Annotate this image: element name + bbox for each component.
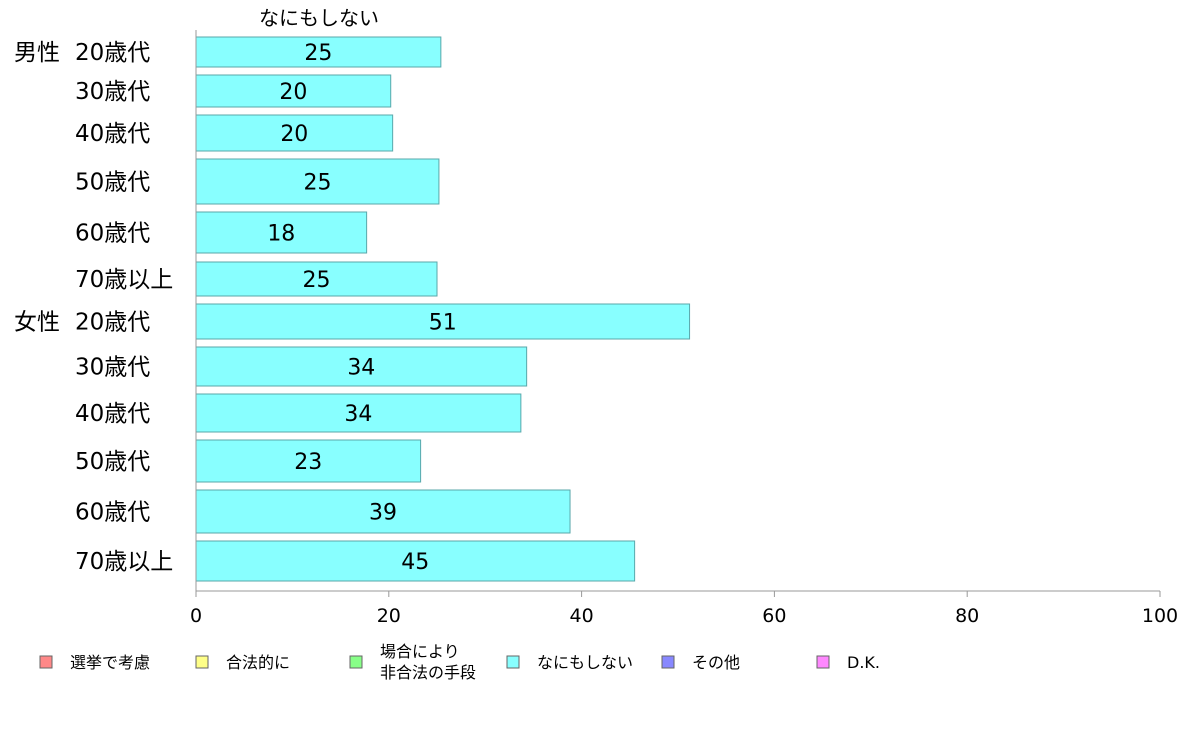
data-label-1: 25 bbox=[304, 41, 332, 66]
x-tick-label-60: 60 bbox=[762, 605, 786, 627]
x-tick-label-100: 100 bbox=[1142, 605, 1178, 627]
legend-swatch-2 bbox=[195, 655, 209, 669]
legend-swatch-3 bbox=[349, 655, 363, 669]
category-label-11: 60歳代 bbox=[75, 500, 150, 526]
category-label-12: 70歳以上 bbox=[75, 549, 173, 575]
category-label-6: 70歳以上 bbox=[75, 267, 173, 293]
category-label-3: 40歳代 bbox=[75, 121, 150, 147]
bar-12 bbox=[195, 540, 636, 582]
category-label-1: 20歳代 bbox=[75, 40, 150, 66]
data-label-3: 20 bbox=[280, 122, 308, 147]
legend-label-1: 選挙で考慮 bbox=[70, 653, 150, 672]
bar-7 bbox=[195, 303, 691, 340]
bar-10 bbox=[195, 439, 422, 483]
legend-swatch-4 bbox=[506, 655, 520, 669]
category-label-7: 20歳代 bbox=[75, 310, 150, 336]
legend-swatch-6 bbox=[816, 655, 830, 669]
x-tick-label-80: 80 bbox=[955, 605, 979, 627]
data-label-12: 45 bbox=[401, 550, 429, 575]
x-tick-label-20: 20 bbox=[377, 605, 401, 627]
group-label-2: 女性 bbox=[14, 310, 60, 336]
legend-label-2: 合法的に bbox=[226, 653, 290, 672]
x-axis: 0 20 40 60 80 100 bbox=[190, 30, 1178, 627]
category-label-4: 50歳代 bbox=[75, 170, 150, 196]
legend-swatch-1 bbox=[39, 655, 53, 669]
category-label-2: 30歳代 bbox=[75, 79, 150, 105]
bar-11 bbox=[195, 489, 571, 534]
legend-label-4: なにもしない bbox=[537, 653, 633, 672]
bar-4 bbox=[195, 158, 440, 205]
column-header: なにもしない bbox=[259, 6, 379, 30]
data-label-4: 25 bbox=[303, 171, 331, 196]
legend: 選挙で考慮 合法的に 場合により非合法の手段 なにもしない その他 D.K. bbox=[39, 642, 880, 682]
group-label-1: 男性 bbox=[14, 40, 60, 66]
bar-2 bbox=[195, 74, 392, 108]
category-label-8: 30歳代 bbox=[75, 355, 150, 381]
legend-label-5: その他 bbox=[692, 653, 740, 672]
legend-label-3: 場合により非合法の手段 bbox=[380, 642, 476, 682]
x-tick-label-40: 40 bbox=[570, 605, 594, 627]
legend-label-6: D.K. bbox=[847, 653, 880, 672]
data-label-11: 39 bbox=[369, 501, 397, 526]
data-label-5: 18 bbox=[267, 222, 295, 247]
data-label-7: 51 bbox=[429, 311, 457, 336]
legend-swatch-5 bbox=[661, 655, 675, 669]
category-label-10: 50歳代 bbox=[75, 449, 150, 475]
data-label-2: 20 bbox=[279, 80, 307, 105]
category-label-9: 40歳代 bbox=[75, 401, 150, 427]
bar-3 bbox=[195, 114, 394, 152]
bars-group: 25 20歳代 20 30歳代 20 40歳代 25 50歳代 18 60歳代 25 70歳以上 51 2… bbox=[75, 36, 691, 582]
data-label-10: 23 bbox=[294, 450, 322, 475]
bar-5 bbox=[195, 211, 368, 254]
data-label-6: 25 bbox=[303, 268, 331, 293]
x-tick-label-0: 0 bbox=[190, 605, 202, 627]
bar-1 bbox=[195, 36, 442, 68]
data-label-8: 34 bbox=[347, 356, 375, 381]
category-label-5: 60歳代 bbox=[75, 221, 150, 247]
data-label-9: 34 bbox=[344, 402, 372, 427]
